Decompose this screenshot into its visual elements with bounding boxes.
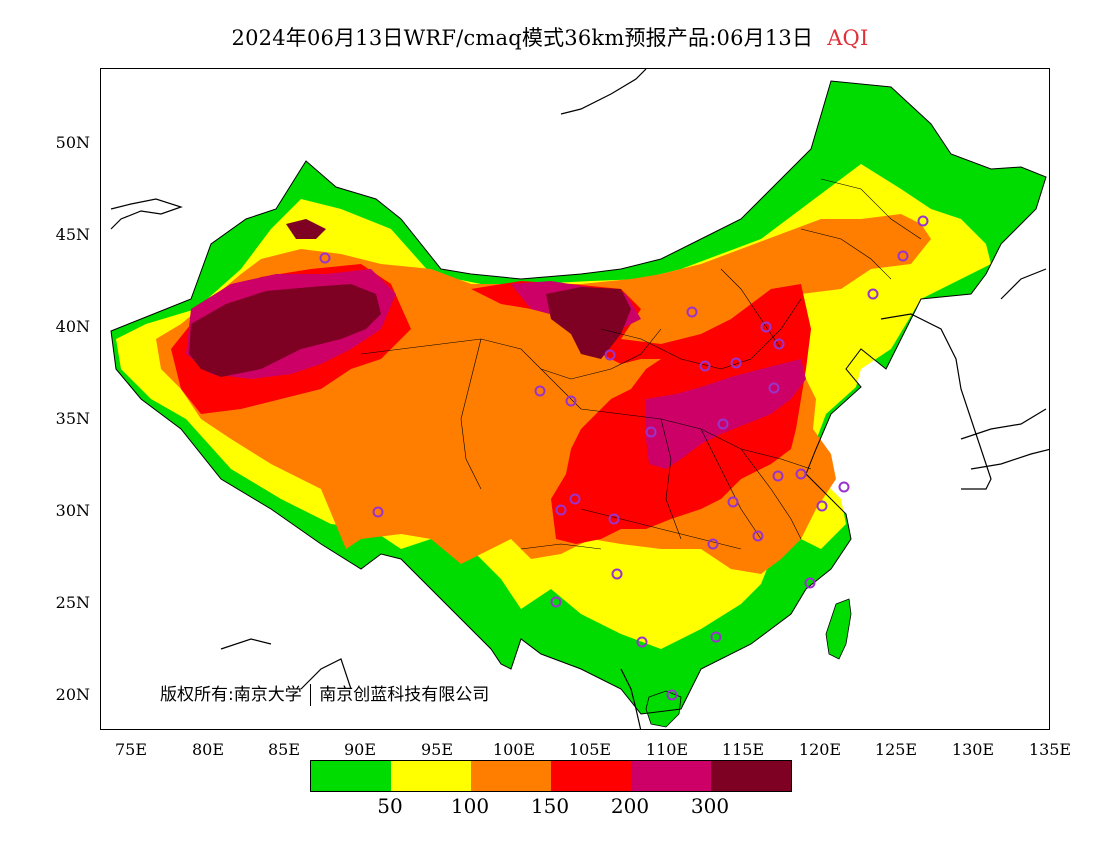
city-marker	[773, 338, 785, 350]
city-marker	[550, 596, 562, 608]
lon-label: 85E	[267, 740, 301, 759]
copyright-notice: 版权所有:南京大学 南京创蓝科技有限公司	[160, 680, 489, 706]
city-marker	[816, 500, 828, 512]
city-marker	[666, 689, 678, 701]
lon-label: 125E	[874, 740, 918, 759]
lon-label: 75E	[114, 740, 148, 759]
title-text: 2024年06月13日WRF/cmaq模式36km预报产品:06月13日	[231, 26, 814, 50]
china-border	[110, 80, 1047, 715]
city-marker	[752, 530, 764, 542]
legend-swatch	[711, 761, 791, 791]
lat-label: 40N	[55, 317, 90, 336]
city-marker	[727, 496, 739, 508]
lat-label: 25N	[55, 593, 90, 612]
taiwan	[825, 598, 852, 660]
aqi-legend	[310, 760, 792, 792]
city-marker	[372, 506, 384, 518]
city-marker	[730, 357, 742, 369]
city-marker	[760, 321, 772, 333]
coastlines	[110, 69, 1049, 729]
legend-swatch	[551, 761, 631, 791]
legend-swatch	[311, 761, 391, 791]
city-marker	[867, 288, 879, 300]
legend-swatch	[391, 761, 471, 791]
city-marker	[917, 215, 929, 227]
copyright-owner: 版权所有:南京大学	[160, 685, 302, 705]
city-marker	[795, 468, 807, 480]
province-borders	[360, 178, 922, 550]
city-marker	[645, 426, 657, 438]
lon-label: 100E	[492, 740, 536, 759]
lat-label: 20N	[55, 685, 90, 704]
city-marker	[686, 306, 698, 318]
city-marker	[555, 504, 567, 516]
lon-label: 135E	[1028, 740, 1072, 759]
legend-label: 50	[377, 794, 403, 818]
aqi-map	[101, 69, 1049, 729]
city-marker	[636, 636, 648, 648]
legend-label: 150	[530, 794, 570, 818]
map-title: 2024年06月13日WRF/cmaq模式36km预报产品:06月13日 AQI	[0, 22, 1100, 52]
lon-label: 95E	[420, 740, 454, 759]
legend-label: 300	[690, 794, 730, 818]
lon-label: 110E	[645, 740, 689, 759]
city-marker	[604, 349, 616, 361]
copyright-separator	[309, 684, 312, 706]
lat-label: 45N	[55, 225, 90, 244]
city-marker	[611, 568, 623, 580]
city-marker	[319, 252, 331, 264]
zone-maroon	[189, 284, 381, 377]
zone-maroon-north	[546, 287, 631, 359]
legend-swatch	[471, 761, 551, 791]
lat-label: 35N	[55, 409, 90, 428]
legend-label: 100	[450, 794, 490, 818]
city-markers	[319, 215, 929, 701]
city-marker	[707, 538, 719, 550]
lat-label: 50N	[55, 133, 90, 152]
lon-label: 130E	[951, 740, 995, 759]
lon-label: 90E	[343, 740, 377, 759]
city-marker	[569, 493, 581, 505]
zone-red-east	[471, 281, 811, 544]
city-marker	[768, 382, 780, 394]
city-marker	[534, 385, 546, 397]
lon-label: 80E	[191, 740, 225, 759]
lon-label: 120E	[798, 740, 842, 759]
zone-maroon-spot	[286, 219, 326, 239]
map-frame	[100, 68, 1050, 730]
city-marker	[772, 470, 784, 482]
city-marker	[699, 360, 711, 372]
city-marker	[608, 513, 620, 525]
copyright-company: 南京创蓝科技有限公司	[319, 685, 490, 705]
variable-label: AQI	[827, 26, 869, 50]
city-marker	[838, 481, 850, 493]
legend-label: 200	[610, 794, 650, 818]
lat-label: 30N	[55, 501, 90, 520]
city-marker	[710, 631, 722, 643]
city-marker	[717, 418, 729, 430]
lon-label: 115E	[721, 740, 765, 759]
city-marker	[897, 250, 909, 262]
city-marker	[804, 577, 816, 589]
lon-label: 105E	[568, 740, 612, 759]
legend-swatch	[631, 761, 711, 791]
zone-magenta-central	[646, 359, 806, 469]
city-marker	[565, 395, 577, 407]
